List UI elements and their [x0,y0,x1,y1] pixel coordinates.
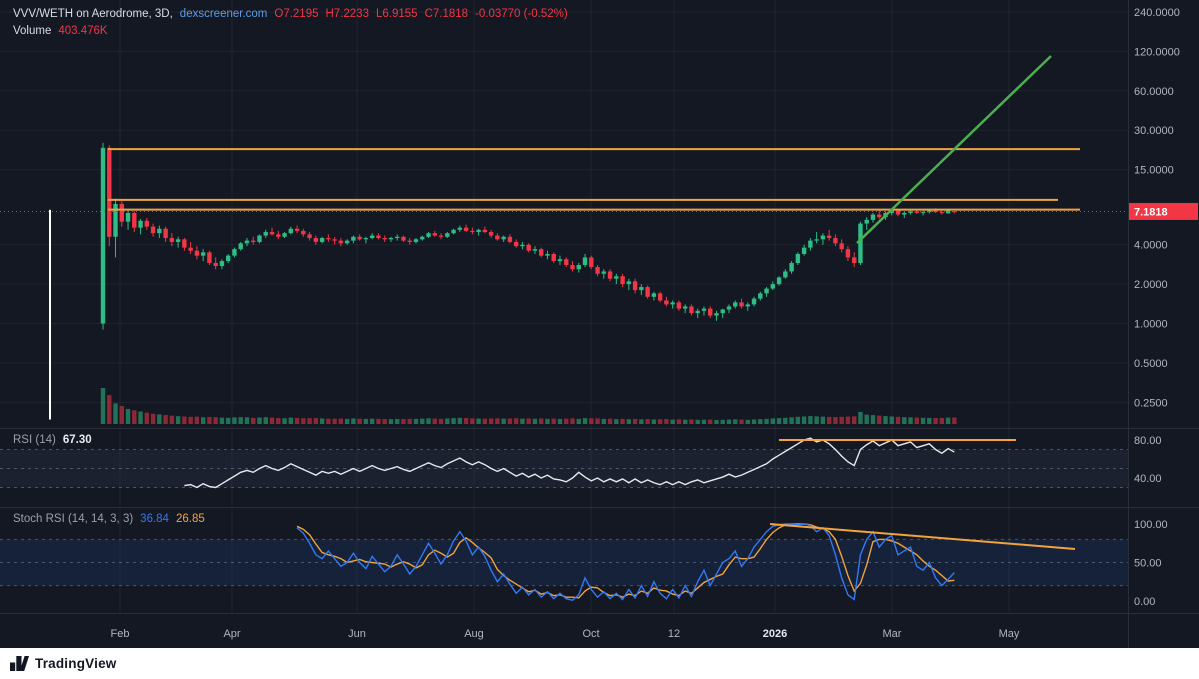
tradingview-wordmark[interactable]: TradingView [35,656,117,671]
svg-text:0.5000: 0.5000 [1134,358,1168,370]
svg-text:Jun: Jun [348,628,366,640]
svg-text:12: 12 [668,628,680,640]
time-axis[interactable] [0,614,1128,648]
price-axis[interactable] [1129,0,1199,613]
svg-text:0.00: 0.00 [1134,596,1155,608]
svg-text:120.0000: 120.0000 [1134,46,1180,58]
svg-text:50.00: 50.00 [1134,558,1162,570]
svg-text:30.0000: 30.0000 [1134,125,1174,137]
svg-text:100.00: 100.00 [1134,519,1168,531]
chart-area: 240.0000 120.0000 60.0000 30.0000 15.0000 4.0… [0,0,1199,648]
svg-text:40.00: 40.00 [1134,473,1162,485]
svg-text:15.0000: 15.0000 [1134,165,1174,177]
chart-canvas[interactable]: 240.0000 120.0000 60.0000 30.0000 15.0000 4.0… [0,0,1199,648]
source-link[interactable]: dexscreener.com [179,8,268,20]
svg-text:Feb: Feb [111,628,130,640]
svg-text:80.00: 80.00 [1134,435,1162,447]
svg-text:Apr: Apr [223,628,240,640]
svg-text:2.0000: 2.0000 [1134,279,1168,291]
svg-text:240.0000: 240.0000 [1134,7,1180,19]
svg-text:May: May [999,628,1020,640]
svg-text:7.1818: 7.1818 [1134,206,1168,218]
svg-text:2026: 2026 [763,628,787,640]
tradingview-logo-icon[interactable] [10,656,29,671]
svg-text:1.0000: 1.0000 [1134,319,1168,331]
tradingview-logo-glyph [10,656,29,671]
svg-text:Mar: Mar [883,628,902,640]
footer-bar: TradingView [0,648,1199,679]
svg-text:0.2500: 0.2500 [1134,397,1168,409]
svg-text:Aug: Aug [464,628,484,640]
svg-text:60.0000: 60.0000 [1134,86,1174,98]
svg-text:Oct: Oct [582,628,599,640]
svg-text:4.0000: 4.0000 [1134,240,1168,252]
